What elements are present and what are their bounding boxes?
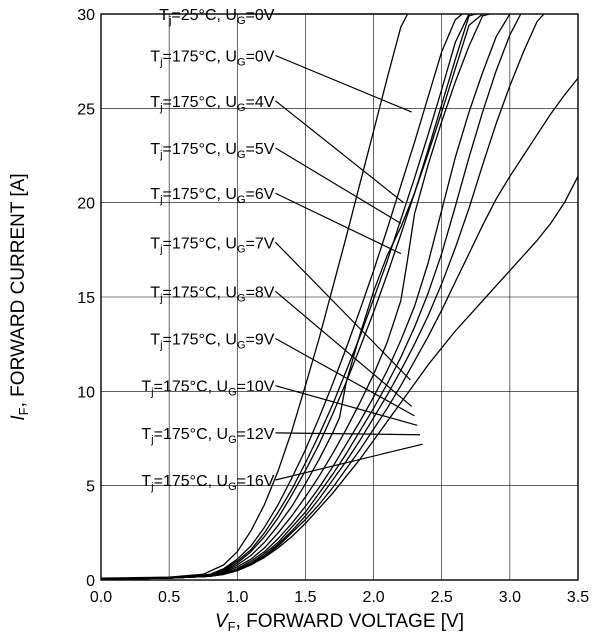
series-leader-9 <box>275 432 420 436</box>
series-label-3: Tj=175°C, UG=5V <box>150 141 274 161</box>
series-label-5: Tj=175°C, UG=7V <box>150 235 274 255</box>
y-tick-label: 20 <box>77 196 95 213</box>
series-line-6 <box>101 14 511 580</box>
series-leader-8 <box>275 385 418 426</box>
series-line-7 <box>101 14 522 580</box>
series-label-1: Tj=175°C, UG=0V <box>150 49 274 69</box>
x-tick-label: 0.5 <box>158 589 180 606</box>
series-leader-4 <box>275 192 402 255</box>
x-tick-label: 3.0 <box>499 589 521 606</box>
series-label-2: Tj=175°C, UG=4V <box>150 94 274 114</box>
series-line-1 <box>101 14 463 580</box>
series-label-8: Tj=175°C, UG=10V <box>141 379 274 399</box>
series-label-7: Tj=175°C, UG=9V <box>150 332 274 352</box>
x-tick-label: 1.0 <box>226 589 248 606</box>
series-leader-1 <box>275 54 412 113</box>
series-labels: Tj=25°C, UG=0V Tj=175°C, UG=0V Tj=175°C, U… <box>141 7 274 493</box>
x-axis-label: VF, FORWARD VOLTAGE [V] <box>215 611 464 634</box>
series-line-5 <box>101 14 490 580</box>
y-tick-label: 10 <box>77 384 95 401</box>
y-tick-label: 15 <box>77 290 95 307</box>
series-line-0 <box>101 14 409 579</box>
series-line-3 <box>101 14 476 580</box>
x-tick-labels: 0.0 0.5 1.0 1.5 2.0 2.5 3.0 3.5 <box>90 589 589 606</box>
y-tick-label: 5 <box>86 479 95 496</box>
curves <box>101 14 578 580</box>
y-tick-labels: 0 5 10 15 20 25 30 <box>77 7 95 590</box>
x-tick-label: 0.0 <box>90 589 112 606</box>
y-tick-label: 0 <box>86 573 95 590</box>
series-leader-10 <box>275 443 423 481</box>
plot-frame <box>100 13 579 581</box>
series-leader-7 <box>275 337 415 417</box>
series-leader-2 <box>275 100 404 204</box>
x-tick-label: 2.5 <box>431 589 453 606</box>
series-line-2 <box>101 14 470 580</box>
series-label-6: Tj=175°C, UG=8V <box>150 284 274 304</box>
x-tick-label: 2.0 <box>362 589 384 606</box>
y-axis-label: IF, FORWARD CURRENT [A] <box>8 173 31 420</box>
series-leader-3 <box>275 147 402 224</box>
series-line-10 <box>101 176 578 580</box>
y-tick-label: 25 <box>77 101 95 118</box>
series-label-10: Tj=175°C, UG=16V <box>141 473 274 493</box>
series-leader-5 <box>275 241 411 381</box>
series-leader-6 <box>275 290 413 407</box>
x-tick-label: 1.5 <box>294 589 316 606</box>
series-line-4 <box>101 14 484 580</box>
series-label-0: Tj=25°C, UG=0V <box>159 7 275 27</box>
x-tick-label: 3.5 <box>567 589 589 606</box>
y-tick-label: 30 <box>77 7 95 24</box>
series-label-4: Tj=175°C, UG=6V <box>150 186 274 206</box>
series-label-9: Tj=175°C, UG=12V <box>141 426 274 446</box>
grid <box>101 14 578 580</box>
